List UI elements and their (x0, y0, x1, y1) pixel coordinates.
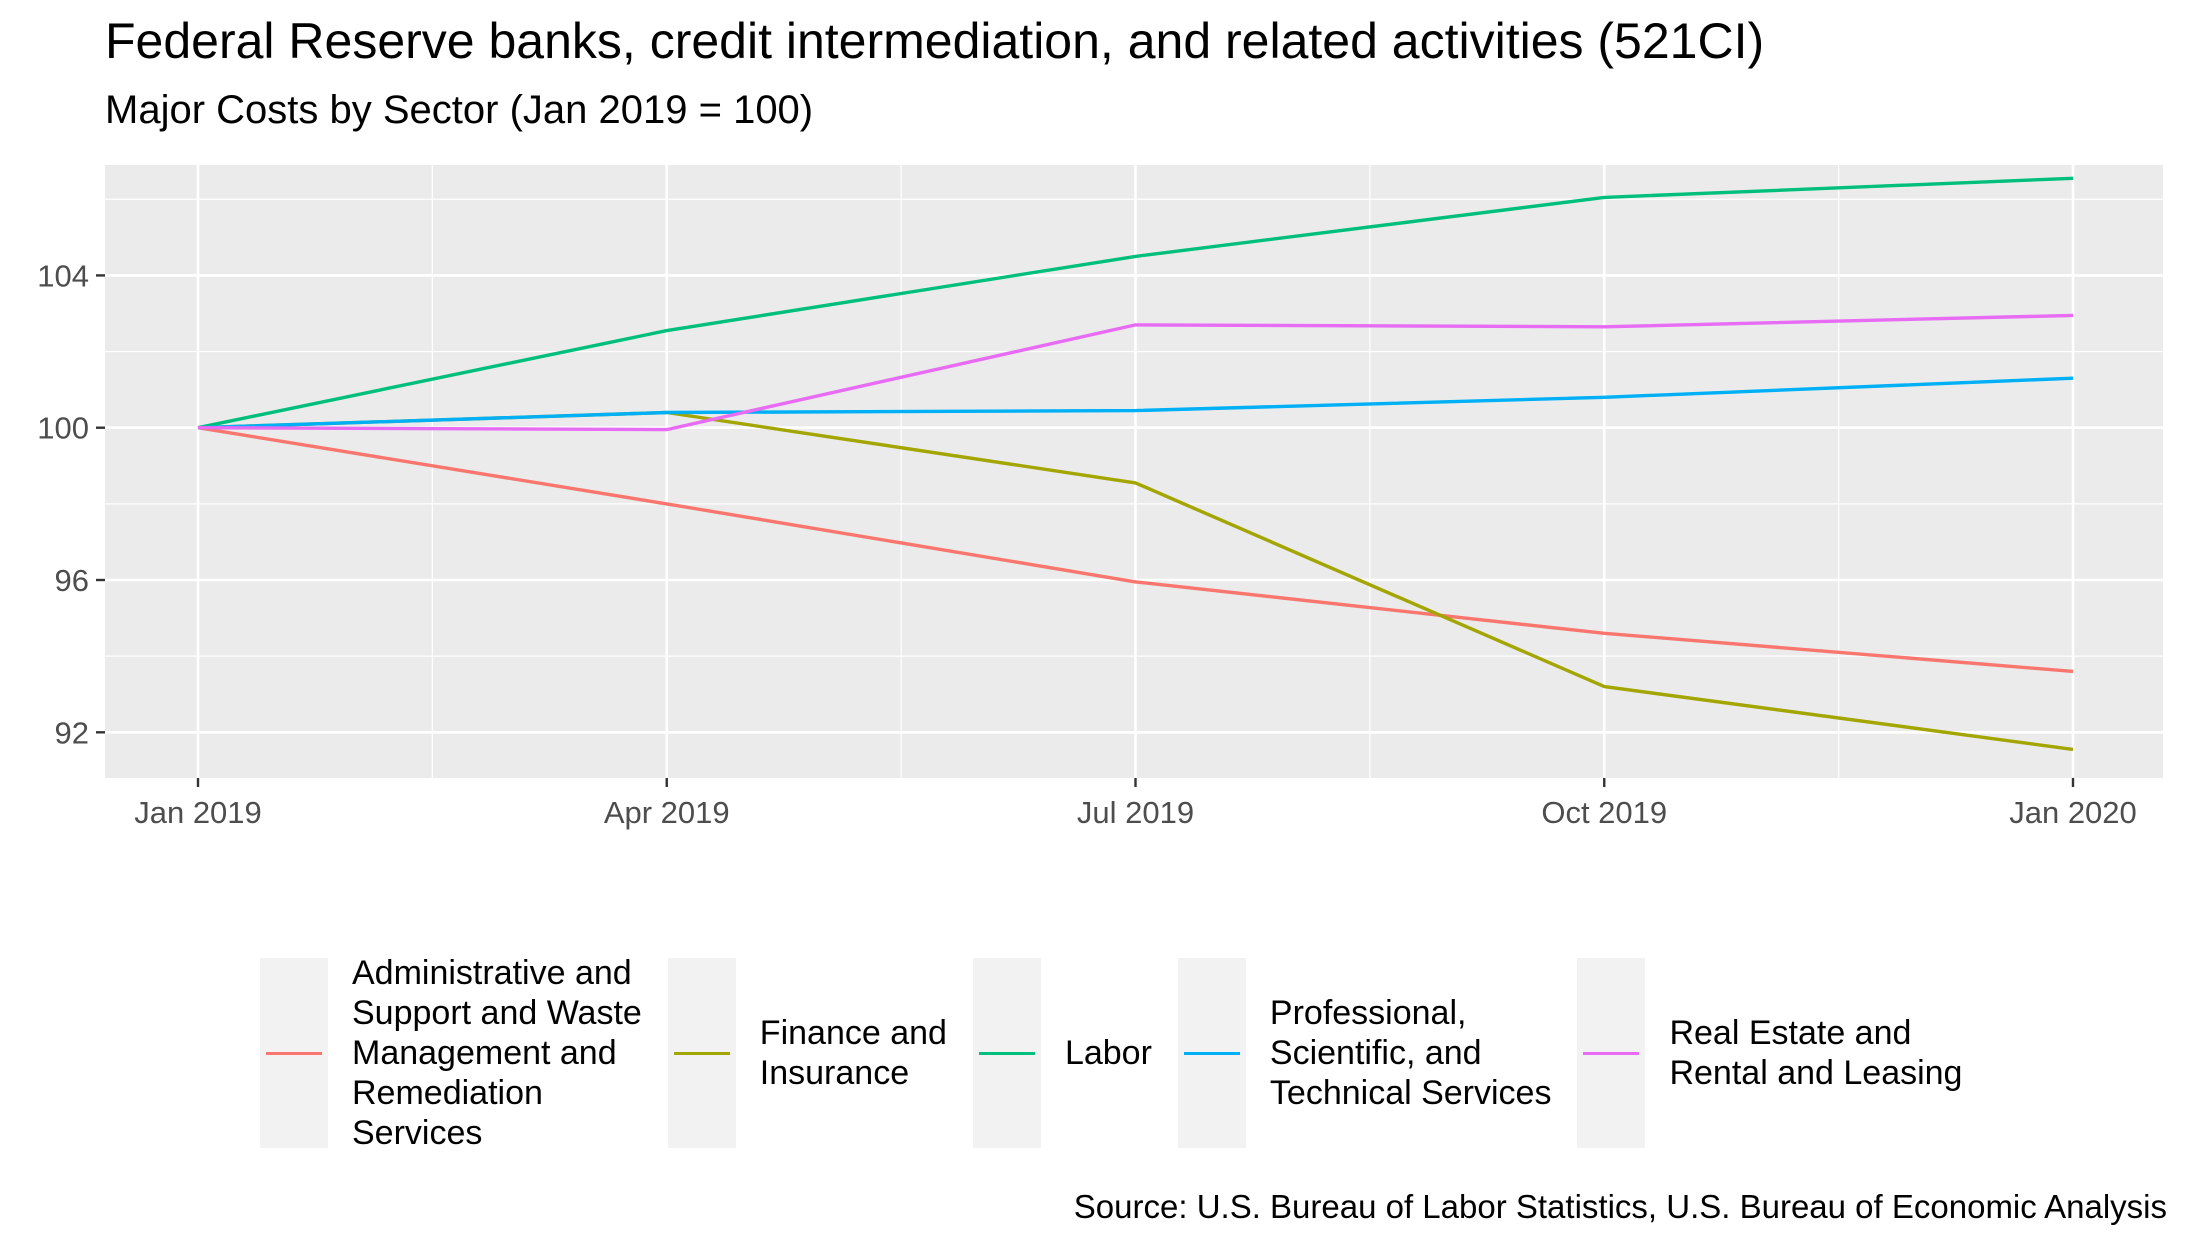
legend-label-line: Insurance (759, 1054, 910, 1092)
chart-title: Federal Reserve banks, credit intermedia… (105, 13, 1765, 69)
legend-item-professional-scientific-and-technical-services: Professional, Scientific, and Technical Se… (1177, 958, 1552, 1148)
legend-label-line: Support and Waste (352, 994, 642, 1032)
legend-label-line: Professional, (1269, 994, 1467, 1032)
legend-key (260, 958, 328, 1148)
plot-panel (105, 165, 2163, 778)
grid-minor (105, 165, 2163, 778)
legend-key (667, 958, 736, 1148)
series-line-labor (197, 176, 2074, 430)
series-lines (197, 176, 2074, 752)
y-tick-label: 100 (37, 411, 89, 446)
legend-swatch (673, 1052, 730, 1055)
y-tick-label: 92 (55, 715, 89, 750)
legend-label: Administrative and Support and Waste Manag… (352, 953, 642, 1153)
x-tick-label: Jul 2019 (1077, 795, 1194, 830)
legend-label-line: Scientific, and (1269, 1034, 1482, 1072)
legend-key (972, 958, 1041, 1148)
x-tick-label: Jan 2019 (134, 795, 262, 830)
legend-item-administrative-and-support-and-waste-management-and-remediation-services: Administrative and Support and Waste Manag… (260, 954, 642, 1152)
series-line-real-estate-and-rental-and-leasing (197, 313, 2074, 432)
legend-swatch (266, 1052, 322, 1055)
legend-label: Professional, Scientific, and Technical Se… (1270, 993, 1552, 1113)
source-caption: Source: U.S. Bureau of Labor Statistics,… (1073, 1188, 2167, 1225)
legend-label-line: Real Estate and (1669, 1014, 1912, 1052)
legend-label: Real Estate and Rental and Leasing (1669, 1013, 1962, 1093)
x-axis: Jan 2019 Apr 2019 Jul 2019 Oct 2019 Jan 2020 (134, 778, 2137, 830)
legend-key (1577, 958, 1646, 1148)
grid-major (105, 165, 2163, 778)
legend-label-line: Rental and Leasing (1669, 1054, 1963, 1092)
chart-subtitle: Major Costs by Sector (Jan 2019 = 100) (105, 88, 814, 132)
legend-label: Finance and Insurance (760, 1013, 947, 1093)
legend-item-real-estate-and-rental-and-leasing: Real Estate and Rental and Leasing (1577, 958, 1962, 1148)
y-tick-label: 96 (55, 563, 89, 598)
legend-label: Labor (1065, 1033, 1152, 1073)
series-line-professional-scientific-and-technical-services (197, 376, 2074, 430)
legend-label-line: Services (352, 1114, 483, 1152)
y-axis: 92 96 100 104 (37, 258, 105, 750)
legend-label-line: Management and (352, 1034, 617, 1072)
legend-label-line: Remediation (352, 1074, 543, 1112)
legend-item-labor: Labor (972, 958, 1152, 1148)
legend-swatch (978, 1052, 1035, 1055)
legend-swatch (1183, 1052, 1240, 1055)
legend-key (1177, 958, 1246, 1148)
legend-swatch (1583, 1052, 1640, 1055)
x-tick-label: Jan 2020 (2009, 795, 2137, 830)
legend-label-line: Administrative and (352, 954, 632, 992)
series-line-administrative-and-support-and-waste-management-and-remediation-services (197, 426, 2074, 674)
legend-label-line: Finance and (759, 1014, 947, 1052)
x-tick-label: Apr 2019 (604, 795, 730, 830)
x-tick-label: Oct 2019 (1541, 795, 1667, 830)
legend: Administrative and Support and Waste Manag… (260, 954, 1988, 1152)
legend-label-line: Technical Services (1269, 1074, 1552, 1112)
legend-label-line: Labor (1064, 1034, 1152, 1072)
legend-item-finance-and-insurance: Finance and Insurance (667, 958, 947, 1148)
y-tick-label: 104 (37, 258, 89, 293)
